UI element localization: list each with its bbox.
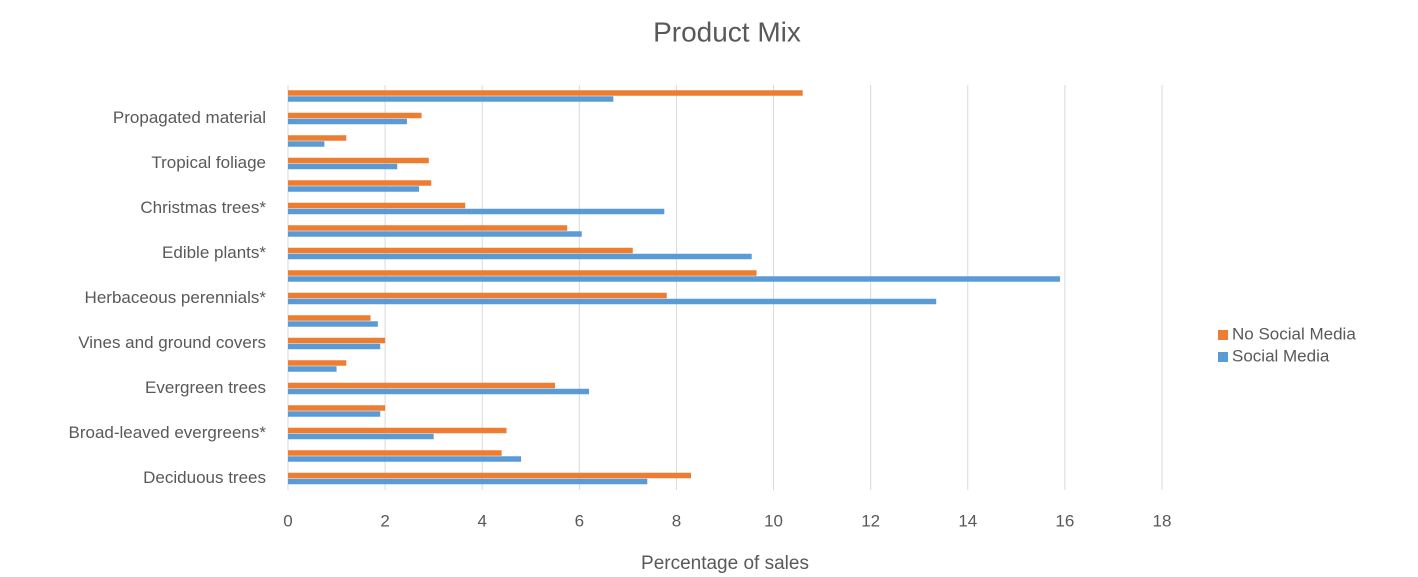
bar <box>288 253 752 260</box>
bar <box>288 456 522 462</box>
bar <box>288 298 937 305</box>
chart-title: Product Mix <box>653 16 801 47</box>
legend-swatch <box>1218 352 1228 362</box>
bar <box>288 186 420 192</box>
y-tick-label: Deciduous trees <box>143 468 266 487</box>
bar <box>288 247 633 254</box>
y-tick-label: Edible plants* <box>162 243 266 262</box>
y-tick-label: Propagated material <box>113 108 266 127</box>
bar <box>288 180 432 186</box>
y-tick-label: Tropical foliage <box>151 153 266 172</box>
x-tick-label: 18 <box>1153 511 1172 530</box>
x-tick-label: 6 <box>575 511 584 530</box>
x-tick-label: 8 <box>672 511 681 530</box>
bar <box>288 90 803 96</box>
bar <box>288 343 381 350</box>
x-tick-label: 16 <box>1055 511 1074 530</box>
y-tick-label: Christmas trees* <box>140 198 266 217</box>
bar <box>288 276 1061 282</box>
y-tick-label: Herbaceous perennials* <box>85 288 267 307</box>
bar <box>288 231 582 237</box>
x-tick-label: 12 <box>861 511 880 530</box>
bar <box>288 411 381 417</box>
bar <box>288 360 347 366</box>
bar <box>288 382 556 389</box>
bar <box>288 141 325 147</box>
x-axis-label: Percentage of sales <box>641 553 809 574</box>
bar <box>288 202 466 209</box>
legend-swatch <box>1218 330 1228 340</box>
bar <box>288 118 407 125</box>
bar <box>288 321 378 327</box>
y-tick-label: Evergreen trees <box>145 378 266 397</box>
legend-label: Social Media <box>1232 346 1330 365</box>
y-tick-label: Broad-leaved evergreens* <box>68 423 266 442</box>
x-tick-label: 2 <box>380 511 389 530</box>
bar <box>288 478 648 485</box>
x-tick-label: 14 <box>958 511 977 530</box>
bar <box>288 315 371 321</box>
bar <box>288 337 386 344</box>
bar <box>288 405 386 411</box>
bar <box>288 270 757 276</box>
bar <box>288 225 568 231</box>
bar <box>288 292 667 299</box>
x-tick-label: 10 <box>764 511 783 530</box>
bar <box>288 388 590 395</box>
bar <box>288 433 434 440</box>
y-tick-label: Vines and ground covers <box>78 333 266 352</box>
bar <box>288 427 507 434</box>
bar <box>288 208 665 215</box>
bar <box>288 472 692 479</box>
x-tick-label: 0 <box>283 511 292 530</box>
x-tick-label: 4 <box>477 511 486 530</box>
bar <box>288 163 398 170</box>
bar <box>288 112 422 119</box>
legend-label: No Social Media <box>1232 324 1356 343</box>
bar <box>288 157 429 164</box>
bar <box>288 135 347 141</box>
bar <box>288 366 337 372</box>
bar <box>288 96 614 102</box>
bar <box>288 450 502 456</box>
